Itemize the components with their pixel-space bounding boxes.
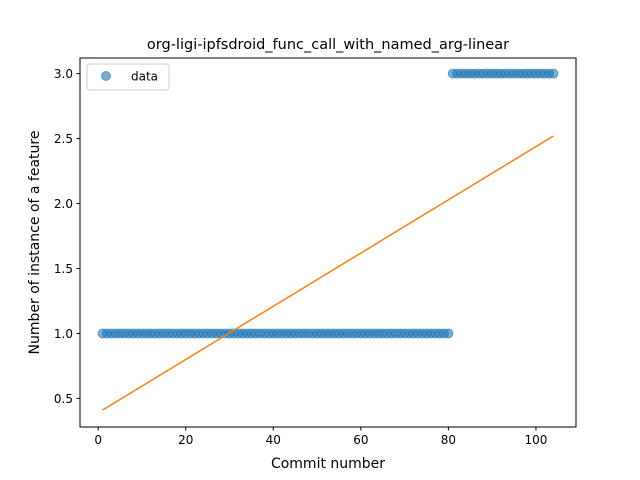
data-point [549,69,558,78]
x-tick-label: 100 [524,433,547,447]
legend-label-data: data [131,70,158,84]
x-tick-label: 0 [94,433,102,447]
x-tick-label: 80 [441,433,456,447]
y-tick-label: 3.0 [54,67,73,81]
x-axis-label: Commit number [271,456,385,472]
legend-marker [102,72,111,81]
y-tick-label: 1.0 [54,327,73,341]
legend: data [87,64,169,90]
y-tick-label: 2.0 [54,197,73,211]
chart-title: org-ligi-ipfsdroid_func_call_with_named_… [147,37,509,53]
x-tick-label: 40 [266,433,281,447]
x-tick-label: 20 [178,433,193,447]
x-tick-label: 60 [353,433,368,447]
y-tick-label: 2.5 [54,132,73,146]
data-point [444,329,453,338]
y-tick-label: 0.5 [54,392,73,406]
y-tick-label: 1.5 [54,262,73,276]
y-axis-label: Number of instance of a feature [27,131,43,355]
